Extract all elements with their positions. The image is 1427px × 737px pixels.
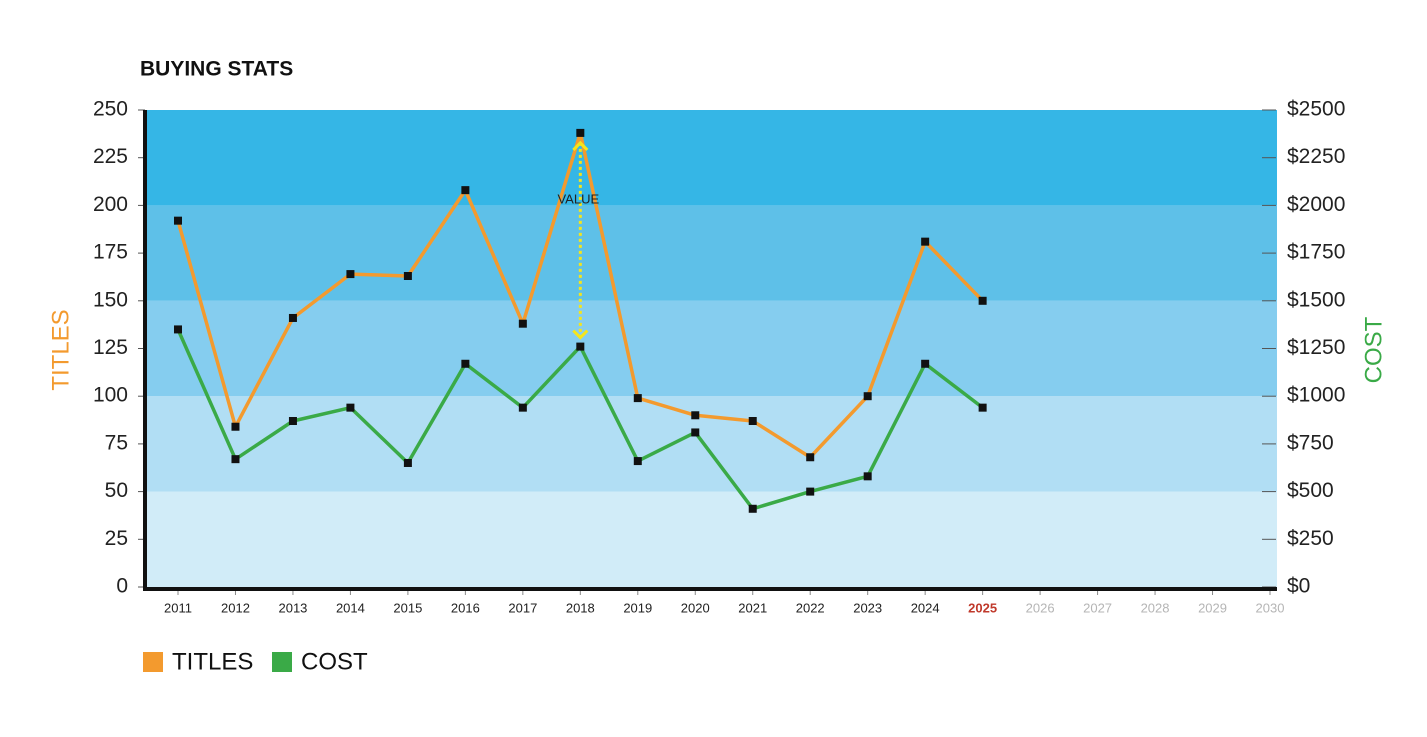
y-axis-label: TITLES	[47, 309, 74, 390]
x-tick-label: 2029	[1198, 600, 1227, 615]
y-tick-label: 225	[93, 145, 128, 168]
x-tick-label: 2022	[796, 600, 825, 615]
data-point	[633, 457, 642, 466]
x-tick-label: 2025	[968, 600, 997, 615]
annotation: VALUE	[557, 192, 599, 207]
x-tick-label: 2023	[853, 600, 882, 615]
data-point	[978, 403, 987, 412]
x-tick-label: 2015	[393, 600, 422, 615]
y-tick-label: 0	[116, 575, 128, 598]
band	[145, 491, 1277, 587]
data-point	[403, 458, 412, 467]
data-point	[806, 453, 815, 462]
band	[145, 205, 1277, 301]
chart-title: BUYING STATS	[140, 58, 293, 81]
x-tick-label: 2024	[911, 600, 940, 615]
y-tick-label: 100	[93, 384, 128, 407]
y-tick-label: 75	[105, 431, 128, 454]
data-point	[576, 342, 585, 351]
data-point	[403, 271, 412, 280]
data-point	[576, 128, 585, 137]
arrow-head	[572, 140, 589, 151]
data-point	[518, 403, 527, 412]
y2-tick-label: $2250	[1287, 145, 1345, 168]
legend-label: COST	[301, 648, 368, 675]
data-point	[346, 403, 355, 412]
y-tick-label: 200	[93, 193, 128, 216]
x-tick-label: 2027	[1083, 600, 1112, 615]
y2-tick-label: $500	[1287, 479, 1334, 502]
band	[145, 300, 1277, 397]
x-tick-label: 2011	[164, 600, 192, 615]
x-tick-label: 2018	[566, 600, 595, 615]
x-tick-label: 2017	[508, 600, 537, 615]
y-tick-label: 175	[93, 241, 128, 264]
data-point	[863, 472, 872, 481]
y-tick-label: 250	[93, 98, 128, 121]
data-point	[691, 411, 700, 420]
x-tick-label: 2012	[221, 600, 250, 615]
y2-tick-label: $1000	[1287, 384, 1345, 407]
y2-tick-label: $1500	[1287, 288, 1345, 311]
data-point	[863, 392, 872, 401]
y-tick-label: 50	[105, 479, 128, 502]
data-point	[461, 186, 470, 195]
data-point	[978, 296, 987, 305]
arrow-head	[572, 329, 589, 340]
data-point	[288, 313, 297, 322]
data-point	[806, 487, 815, 496]
data-point	[921, 359, 930, 368]
x-tick-label: 2026	[1026, 600, 1055, 615]
legend-swatch	[272, 652, 292, 672]
data-point	[461, 359, 470, 368]
y2-axis-label: COST	[1360, 316, 1387, 383]
band	[145, 396, 1277, 492]
data-point	[691, 428, 700, 437]
legend-swatch	[143, 652, 163, 672]
band	[145, 110, 1277, 206]
y2-tick-label: $2500	[1287, 98, 1345, 121]
y2-tick-label: $1250	[1287, 336, 1345, 359]
y2-tick-label: $250	[1287, 527, 1334, 550]
legend-label: TITLES	[172, 648, 253, 675]
y2-tick-label: $750	[1287, 431, 1334, 454]
y-tick-label: 150	[93, 288, 128, 311]
data-point	[748, 504, 757, 513]
data-point	[748, 417, 757, 426]
x-tick-label: 2028	[1141, 600, 1170, 615]
x-tick-label: 2030	[1256, 600, 1285, 615]
x-tick-label: 2021	[738, 600, 767, 615]
y2-tick-label: $2000	[1287, 193, 1345, 216]
y-tick-label: 125	[93, 336, 128, 359]
data-point	[633, 394, 642, 403]
y-tick-label: 25	[105, 527, 128, 550]
data-point	[921, 237, 930, 246]
x-tick-label: 2019	[623, 600, 652, 615]
data-point	[288, 417, 297, 426]
x-tick-label: 2020	[681, 600, 710, 615]
y2-tick-label: $0	[1287, 575, 1310, 598]
data-point	[346, 270, 355, 279]
x-tick-label: 2016	[451, 600, 480, 615]
y2-tick-label: $1750	[1287, 241, 1345, 264]
data-point	[231, 422, 240, 431]
x-tick-label: 2014	[336, 600, 365, 615]
data-point	[174, 325, 182, 334]
data-point	[231, 455, 240, 464]
data-point	[518, 319, 527, 328]
x-tick-label: 2013	[278, 600, 307, 615]
data-point	[174, 216, 182, 225]
